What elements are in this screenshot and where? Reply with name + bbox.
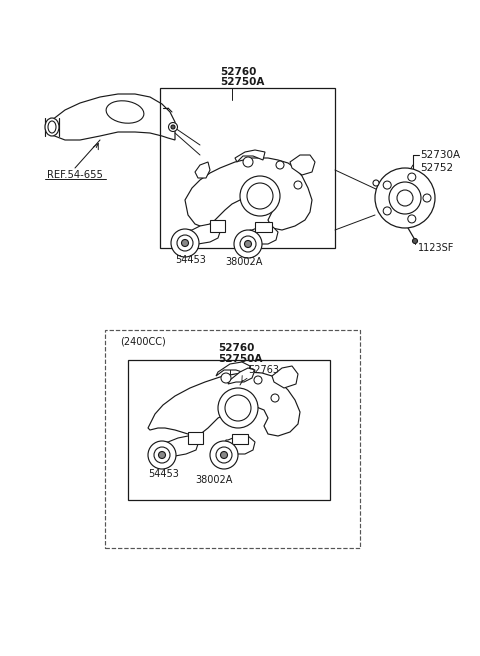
Circle shape [423, 194, 431, 202]
Circle shape [243, 157, 253, 167]
Polygon shape [210, 220, 225, 232]
Circle shape [171, 125, 175, 129]
Circle shape [383, 207, 391, 215]
Circle shape [240, 236, 256, 252]
Polygon shape [235, 150, 265, 162]
Circle shape [218, 388, 258, 428]
Text: 38002A: 38002A [195, 475, 232, 485]
Circle shape [168, 123, 178, 131]
Circle shape [408, 173, 416, 181]
Circle shape [216, 447, 232, 463]
Ellipse shape [48, 121, 56, 133]
Polygon shape [224, 436, 255, 454]
Circle shape [171, 229, 199, 257]
Circle shape [408, 215, 416, 223]
Polygon shape [248, 226, 278, 244]
Polygon shape [290, 155, 315, 175]
Circle shape [181, 239, 189, 247]
Bar [160, 88, 335, 248]
Text: 1123SF: 1123SF [418, 243, 455, 253]
Bar [105, 330, 360, 548]
Circle shape [389, 182, 421, 214]
Circle shape [294, 181, 302, 189]
Circle shape [271, 394, 279, 402]
Circle shape [244, 241, 252, 247]
Text: 52760: 52760 [218, 343, 254, 353]
Text: 52730A: 52730A [420, 150, 460, 160]
Polygon shape [255, 222, 272, 232]
Circle shape [210, 441, 238, 469]
Circle shape [154, 447, 170, 463]
Circle shape [247, 183, 273, 209]
Bar [128, 360, 330, 500]
Text: 52750A: 52750A [218, 354, 263, 364]
Polygon shape [52, 94, 175, 140]
Text: 52760: 52760 [220, 67, 256, 77]
Circle shape [177, 235, 193, 251]
Polygon shape [148, 372, 300, 436]
Text: 52750A: 52750A [220, 77, 264, 87]
Text: 52763: 52763 [248, 365, 279, 375]
Text: 38002A: 38002A [225, 257, 263, 267]
Circle shape [373, 180, 379, 186]
Circle shape [276, 161, 284, 169]
Circle shape [225, 395, 251, 421]
Polygon shape [195, 162, 210, 178]
Circle shape [397, 190, 413, 206]
Polygon shape [272, 366, 298, 388]
Circle shape [254, 376, 262, 384]
Text: 52752: 52752 [420, 163, 453, 173]
Circle shape [240, 176, 280, 216]
Circle shape [383, 181, 391, 189]
Ellipse shape [106, 101, 144, 123]
Polygon shape [232, 434, 248, 444]
Text: (2400CC): (2400CC) [120, 337, 166, 347]
Ellipse shape [45, 118, 59, 136]
Circle shape [220, 451, 228, 459]
Polygon shape [162, 436, 198, 456]
Circle shape [234, 230, 262, 258]
Text: REF.54-655: REF.54-655 [47, 170, 103, 180]
Text: 54453: 54453 [148, 469, 179, 479]
Circle shape [158, 451, 166, 459]
Polygon shape [185, 158, 312, 230]
Circle shape [412, 239, 418, 243]
Polygon shape [228, 368, 255, 384]
Circle shape [221, 373, 231, 383]
Polygon shape [216, 362, 250, 376]
Polygon shape [188, 432, 203, 444]
Text: 54453: 54453 [175, 255, 206, 265]
Polygon shape [185, 224, 220, 244]
Circle shape [148, 441, 176, 469]
Circle shape [375, 168, 435, 228]
